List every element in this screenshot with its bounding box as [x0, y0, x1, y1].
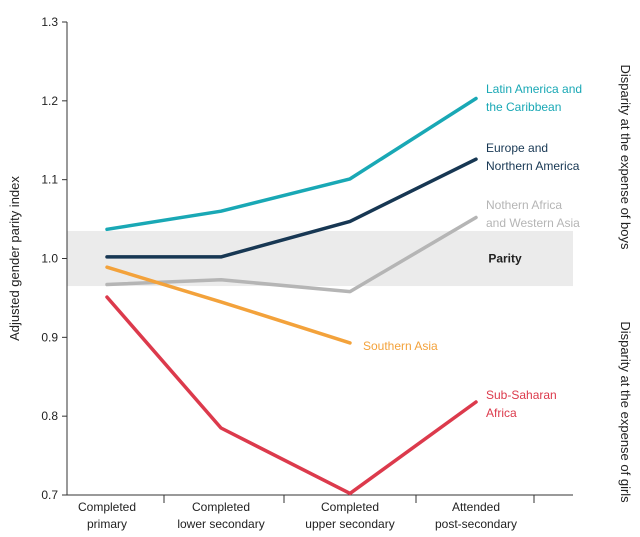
- y-tick-label: 1.3: [41, 15, 58, 29]
- series-label-2: Nothern Africa and Western Asia: [486, 198, 580, 230]
- y-tick-label: 0.9: [41, 330, 58, 344]
- series-line-4: [105, 295, 478, 496]
- y-tick-label: 1.1: [41, 173, 58, 187]
- parity-label: Parity: [488, 252, 522, 266]
- y-tick-label: 1.2: [41, 94, 58, 108]
- series-line-2: [105, 215, 478, 294]
- series-label-3: Southern Asia: [363, 339, 438, 353]
- side-label-girls: Disparity at the expense of girls: [618, 321, 633, 503]
- x-tick-label: Completed upper secondary: [305, 500, 394, 531]
- side-label-boys: Disparity at the expense of boys: [618, 65, 633, 250]
- series-label-0: Latin America and the Caribbean: [486, 82, 582, 114]
- series-line-0: [105, 96, 478, 232]
- x-tick-label: Completed primary: [78, 500, 136, 531]
- axes: 0.7 0.8 0.9 1.0 1.1 1.2 1.3 Completed primary Com…: [41, 15, 573, 531]
- x-tick-label: Completed lower secondary: [177, 500, 264, 531]
- y-tick-label: 0.8: [41, 409, 58, 423]
- y-axis-title: Adjusted gender parity index: [7, 176, 22, 341]
- series-labels: Latin America and the Caribbean Europe and…: [363, 82, 582, 420]
- series-line-3: [105, 265, 352, 345]
- series-label-1: Europe and Northern America: [486, 141, 580, 173]
- y-tick-label: 1.0: [41, 252, 58, 266]
- y-tick-label: 0.7: [41, 488, 58, 502]
- series-lines: [105, 96, 478, 496]
- series-label-4: Sub-Saharan Africa: [486, 388, 557, 420]
- series-line-1: [105, 157, 478, 259]
- x-tick-label: Attended post-secondary: [435, 500, 517, 531]
